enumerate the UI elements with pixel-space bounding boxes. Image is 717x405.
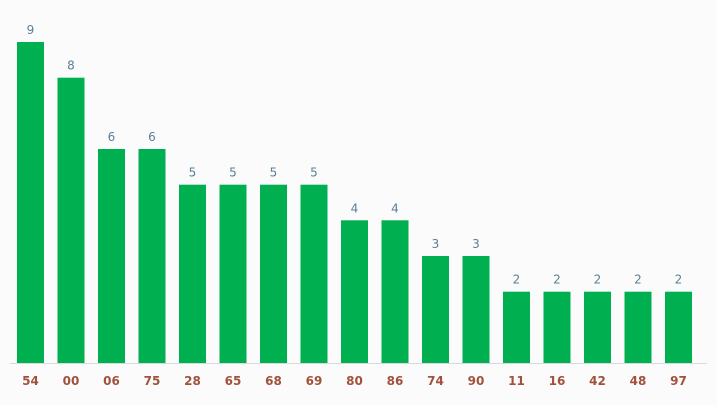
bar-06 <box>98 149 125 363</box>
value-label-90: 3 <box>472 237 480 251</box>
bar-11 <box>503 291 530 363</box>
category-label-06: 06 <box>103 374 120 388</box>
bar-75 <box>138 149 166 363</box>
category-label-54: 54 <box>22 374 39 388</box>
bar-28 <box>179 184 206 363</box>
bar-90 <box>462 256 490 363</box>
category-label-65: 65 <box>225 374 242 388</box>
value-label-86: 4 <box>391 201 399 215</box>
value-label-48: 2 <box>634 273 642 287</box>
category-labels-layer: 54 00 06 75 28 65 68 69 80 86 74 90 11 16 42 48 97 <box>22 374 687 388</box>
value-label-68: 5 <box>270 166 278 180</box>
bar-80 <box>341 220 368 363</box>
category-label-74: 74 <box>427 374 444 388</box>
bar-97 <box>665 291 692 363</box>
value-label-65: 5 <box>229 166 237 180</box>
value-label-74: 3 <box>432 237 440 251</box>
value-label-00: 8 <box>67 59 75 73</box>
category-label-00: 00 <box>63 374 80 388</box>
bar-86 <box>381 220 409 363</box>
value-label-75: 6 <box>148 130 156 144</box>
bar-16 <box>543 291 571 363</box>
category-label-11: 11 <box>508 374 525 388</box>
bars-layer <box>17 42 692 363</box>
bar-48 <box>624 291 652 363</box>
value-label-54: 9 <box>27 23 35 37</box>
bar-69 <box>300 184 328 363</box>
value-labels-layer: 9 8 6 6 5 5 5 5 4 4 3 3 2 2 2 2 2 <box>27 23 683 287</box>
bar-54 <box>17 42 44 363</box>
value-label-06: 6 <box>108 130 116 144</box>
value-label-42: 2 <box>594 273 602 287</box>
bar-74 <box>422 256 449 363</box>
category-label-42: 42 <box>589 374 606 388</box>
bar-68 <box>260 184 287 363</box>
value-label-80: 4 <box>351 201 359 215</box>
category-label-97: 97 <box>670 374 687 388</box>
bar-00 <box>57 77 85 363</box>
value-label-69: 5 <box>310 166 318 180</box>
category-label-68: 68 <box>265 374 282 388</box>
category-label-16: 16 <box>549 374 566 388</box>
bar-42 <box>584 291 611 363</box>
value-label-28: 5 <box>189 166 197 180</box>
category-label-69: 69 <box>306 374 323 388</box>
category-label-80: 80 <box>346 374 363 388</box>
category-label-75: 75 <box>144 374 161 388</box>
value-label-11: 2 <box>513 273 521 287</box>
category-label-86: 86 <box>387 374 404 388</box>
category-label-90: 90 <box>468 374 485 388</box>
category-label-48: 48 <box>630 374 647 388</box>
bar-65 <box>219 184 247 363</box>
category-label-28: 28 <box>184 374 201 388</box>
value-label-97: 2 <box>675 273 683 287</box>
value-label-16: 2 <box>553 273 561 287</box>
